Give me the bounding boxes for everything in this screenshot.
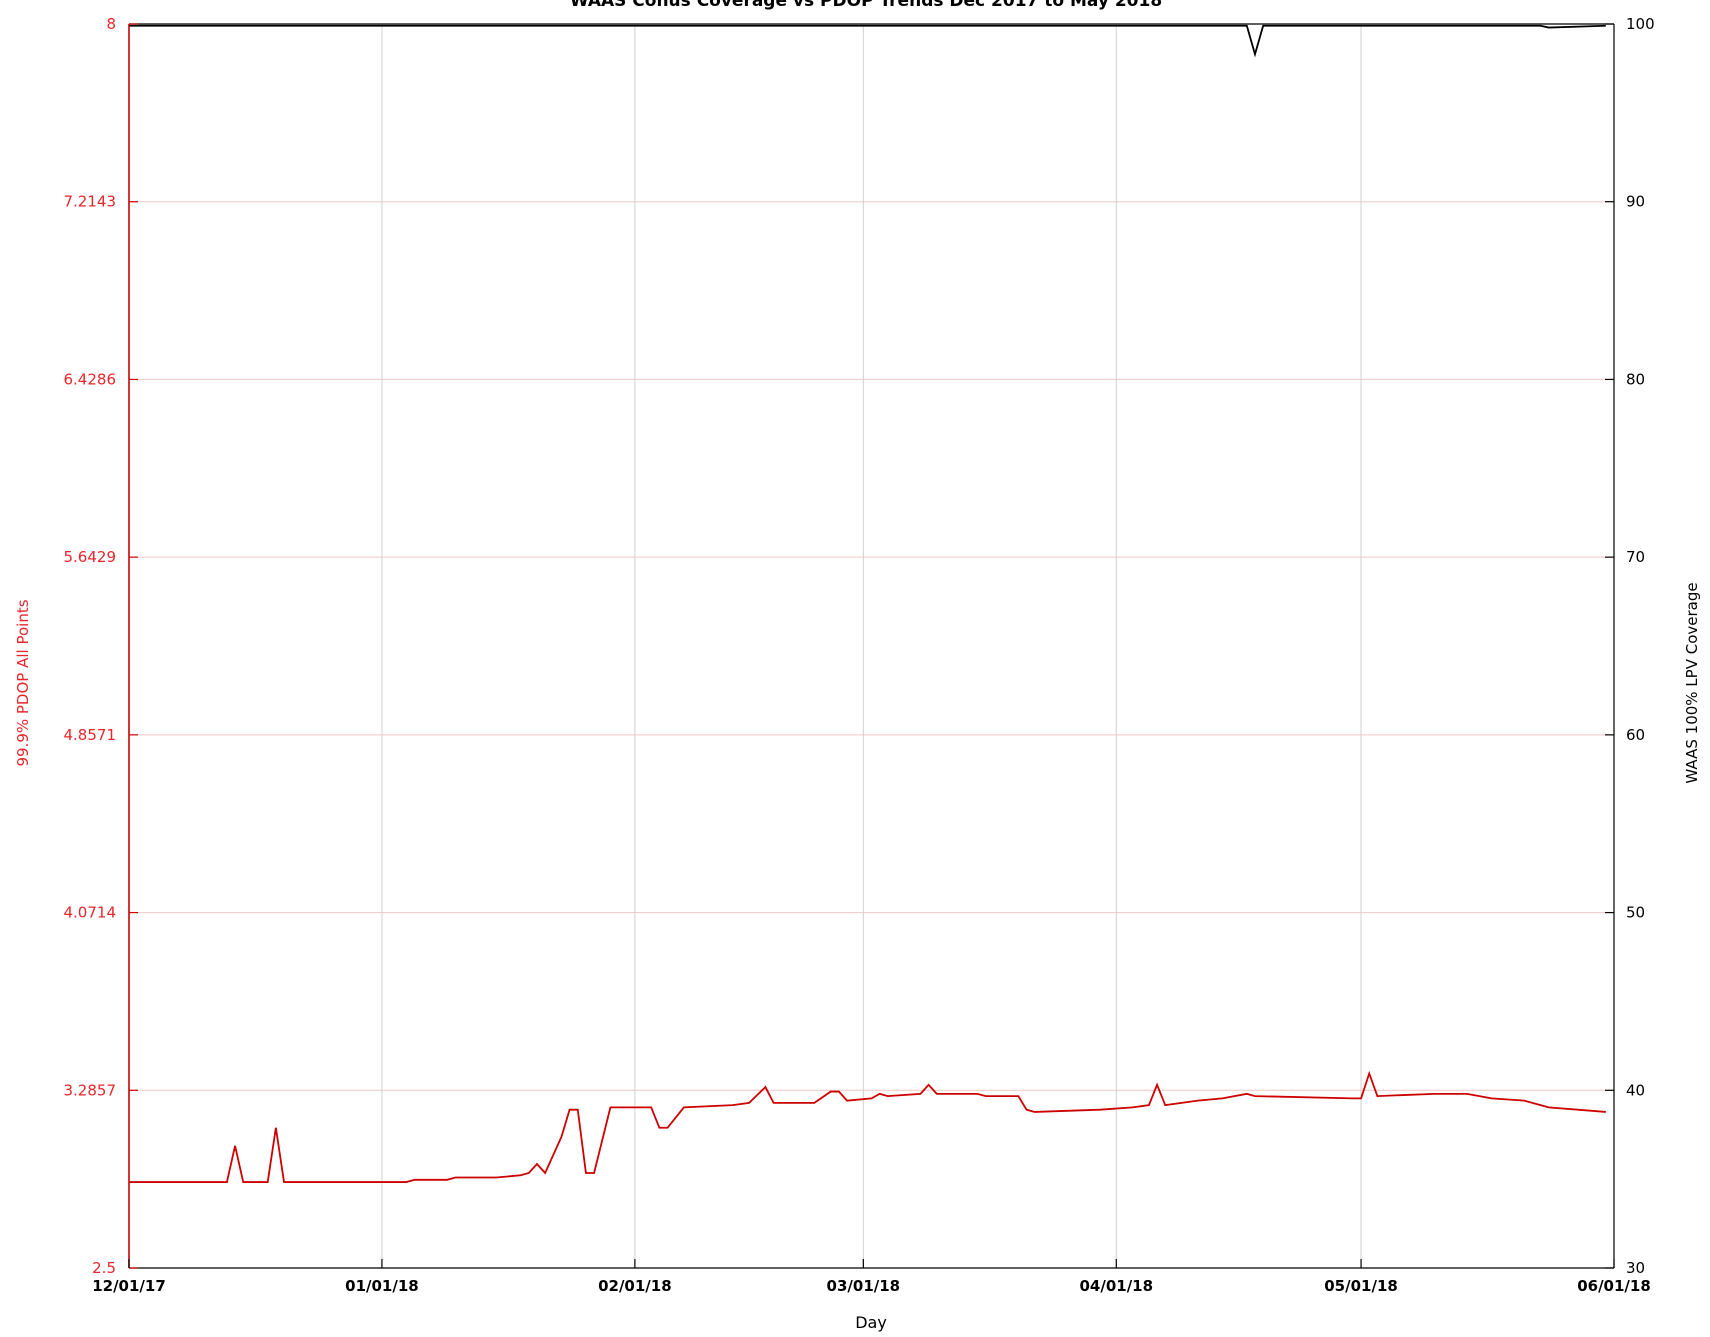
right-tick-label: 30 xyxy=(1626,1259,1645,1277)
left-tick-label: 2.5 xyxy=(92,1259,116,1277)
plot-frame xyxy=(128,23,1615,1269)
x-axis-ticks: 12/01/17 01/01/18 02/01/18 03/01/18 04/01/18… xyxy=(92,1259,1651,1295)
right-tick-label: 90 xyxy=(1626,193,1645,211)
x-axis-label: Day xyxy=(855,1313,887,1332)
chart-title: WAAS Conus Coverage vs PDOP Trends Dec 2… xyxy=(570,0,1162,11)
left-tick-label: 8 xyxy=(106,15,116,33)
series-line-coverage xyxy=(129,24,1606,58)
y-axis-label-left: 99.9% PDOP All Points xyxy=(14,599,32,766)
x-tick-label: 12/01/17 xyxy=(92,1277,166,1295)
x-tick-label: 02/01/18 xyxy=(598,1277,672,1295)
right-tick-label: 50 xyxy=(1626,904,1645,922)
left-axis-ticks: 2.5 3.2857 4.0714 4.8571 5.6429 6.4286 7.2143 8 xyxy=(64,15,138,1277)
y-axis-label-right: WAAS 100% LPV Coverage xyxy=(1683,582,1701,783)
x-tick-label: 06/01/18 xyxy=(1577,1277,1651,1295)
right-tick-label: 60 xyxy=(1626,726,1645,744)
left-tick-label: 5.6429 xyxy=(64,548,117,566)
left-tick-label: 4.8571 xyxy=(64,726,117,744)
series-lines xyxy=(129,24,1606,1183)
right-tick-label: 100 xyxy=(1626,15,1655,33)
right-tick-label: 80 xyxy=(1626,370,1645,388)
x-tick-label: 05/01/18 xyxy=(1324,1277,1398,1295)
x-tick-label: 01/01/18 xyxy=(345,1277,419,1295)
series-line-pdop xyxy=(129,1070,1606,1183)
x-tick-label: 03/01/18 xyxy=(827,1277,901,1295)
grid xyxy=(129,24,1614,1268)
right-tick-label: 40 xyxy=(1626,1081,1645,1099)
left-tick-label: 7.2143 xyxy=(64,193,117,211)
right-tick-label: 70 xyxy=(1626,548,1645,566)
left-tick-label: 3.2857 xyxy=(64,1081,117,1099)
x-tick-label: 04/01/18 xyxy=(1079,1277,1153,1295)
left-tick-label: 6.4286 xyxy=(64,370,117,388)
left-tick-label: 4.0714 xyxy=(64,904,117,922)
right-axis-ticks: 30 40 50 60 70 80 90 100 xyxy=(1605,15,1655,1277)
